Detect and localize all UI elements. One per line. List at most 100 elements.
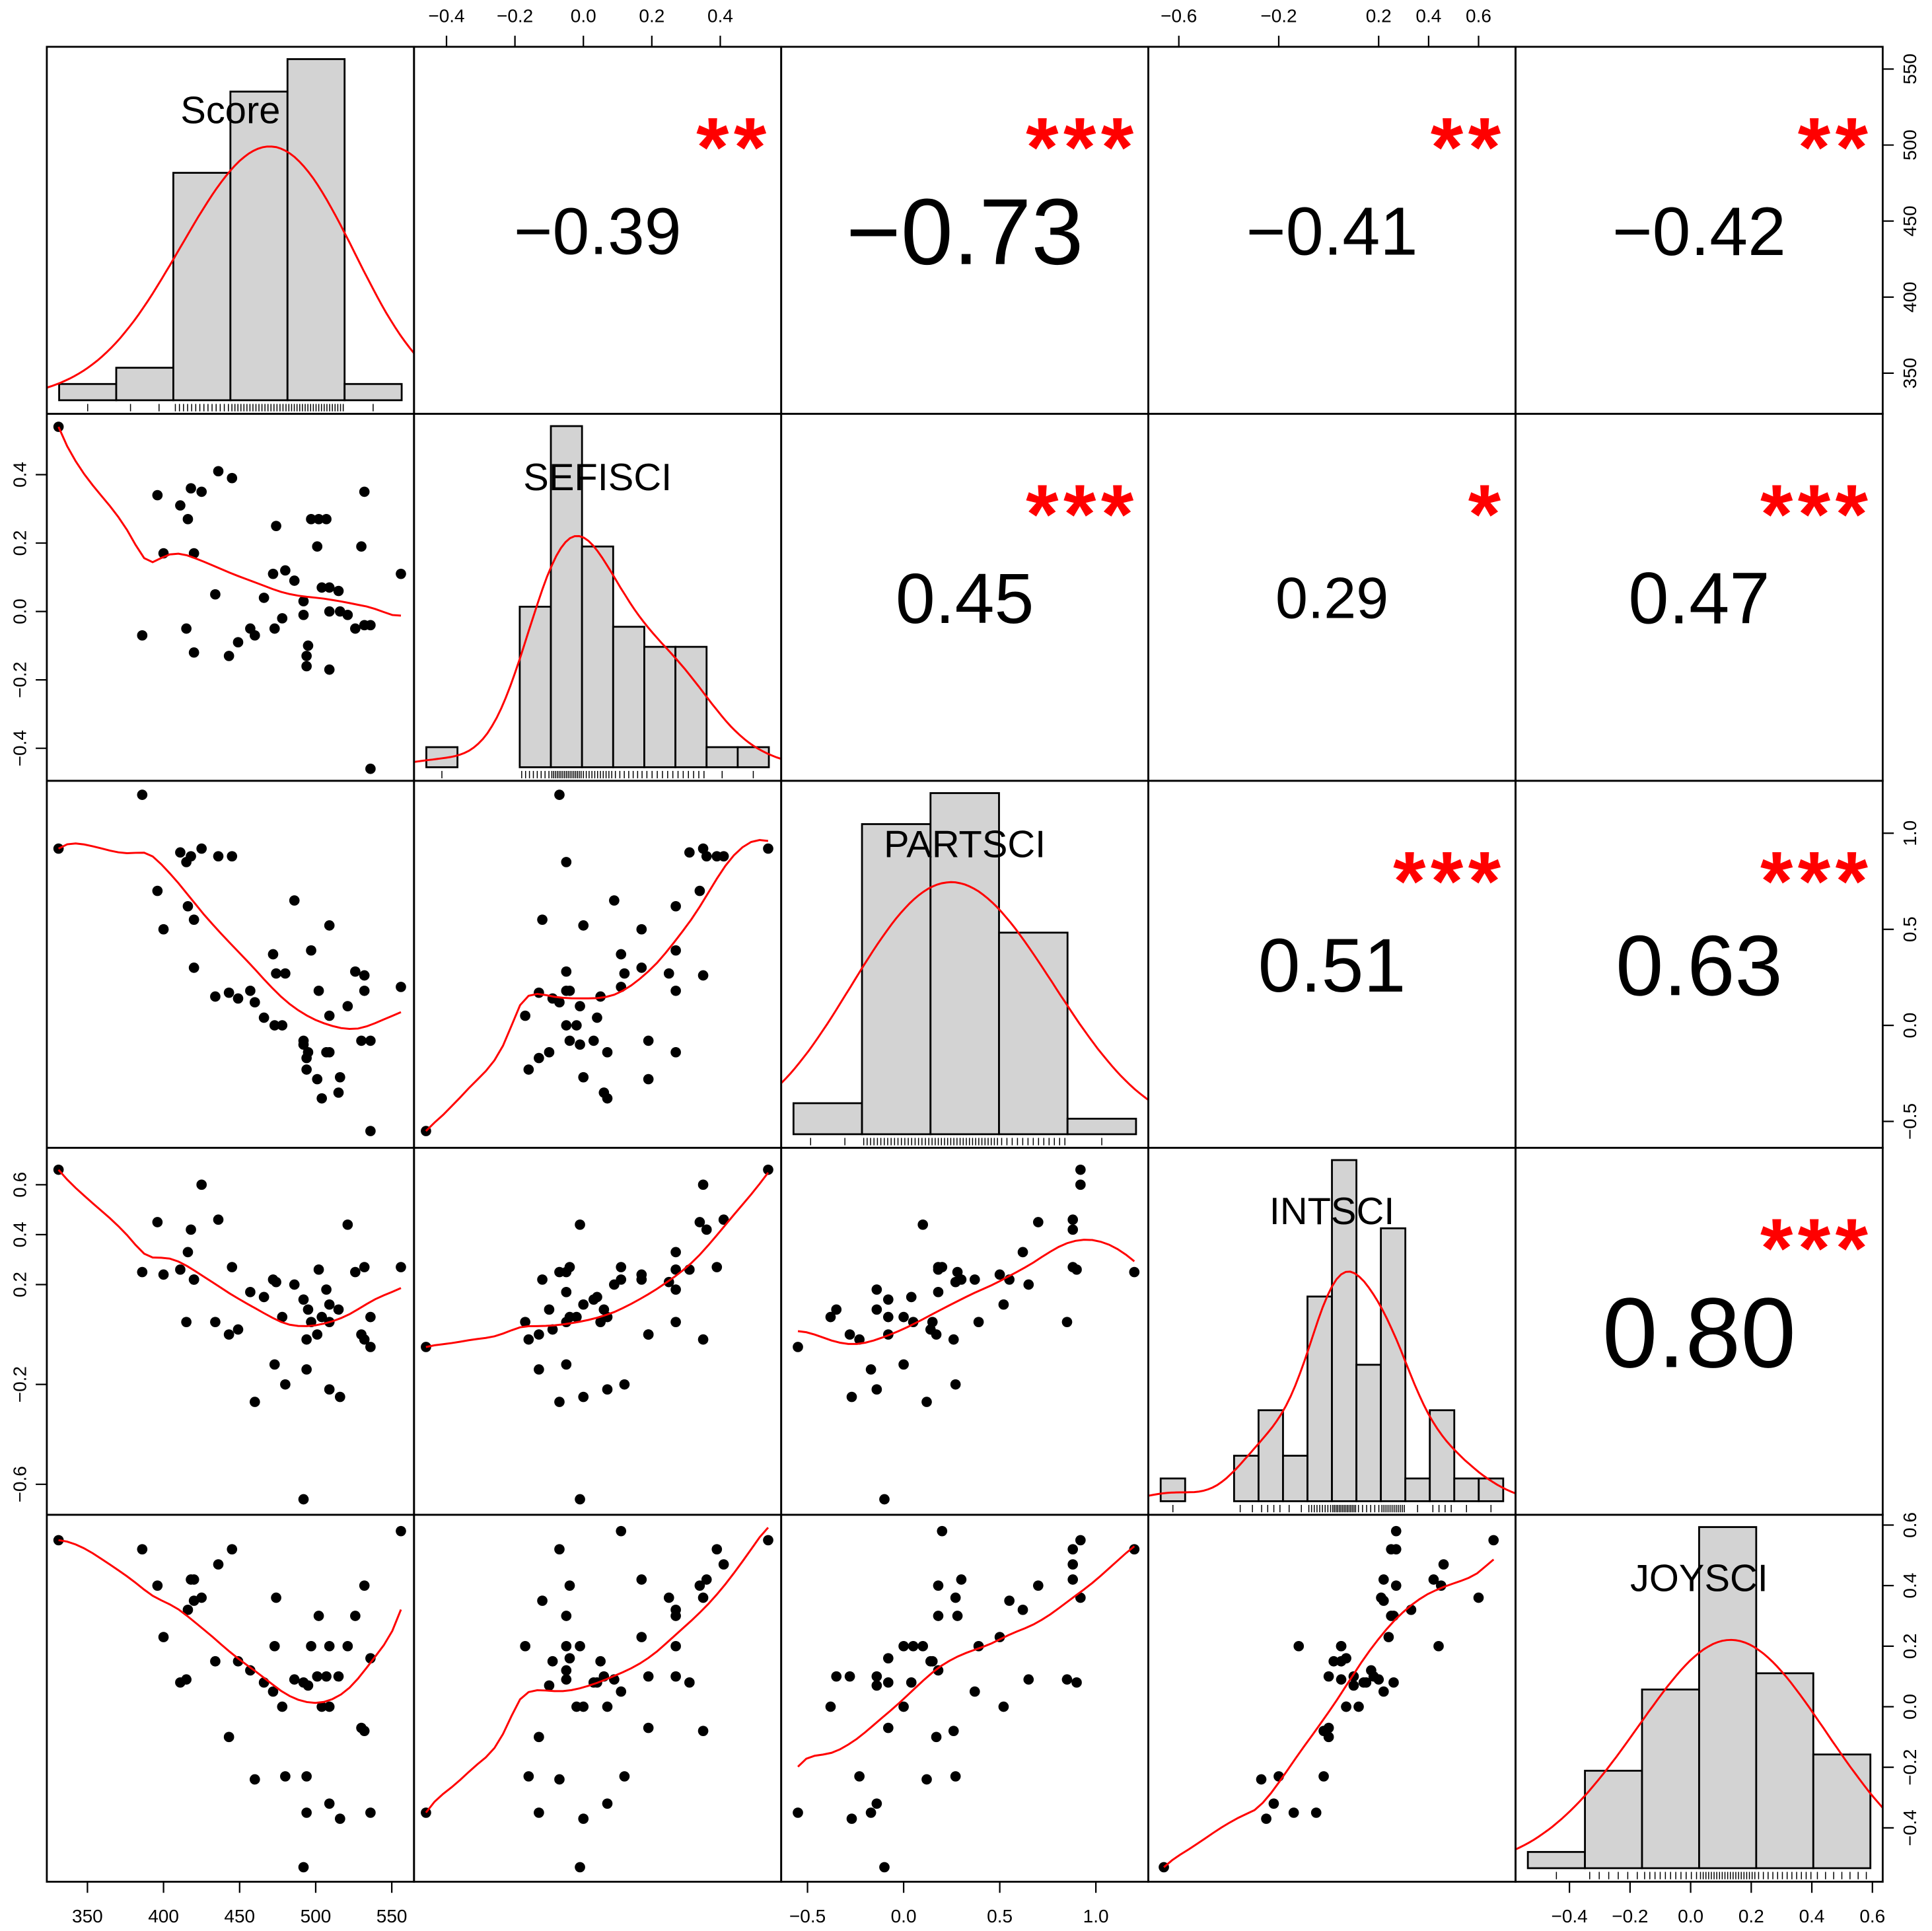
scatter-point [1428,1574,1439,1585]
scatter-point [158,924,169,935]
significance-stars: *** [1760,1201,1873,1295]
smooth-line [425,1172,769,1348]
scatter-point [879,1862,890,1873]
scatter-point [636,963,647,973]
scatter-point [210,991,221,1002]
axis-Score: 350 350 400 400 450 450 500 500 550 550 [72,54,1920,1926]
scatter-point [301,661,312,672]
scatter-point [825,1311,836,1323]
histogram-bar [1159,1477,1186,1502]
scatter-point [1341,1701,1351,1712]
smooth-line [425,1527,769,1813]
density-curve [780,881,1149,1101]
scatter-point [1293,1641,1305,1652]
scatter-point [564,985,575,996]
scatter-point [520,1317,530,1328]
scatter-point [350,1611,361,1621]
smooth-line [58,1539,402,1704]
panel-Score-INTSCI: −0.41** [1147,46,1517,415]
scatter-point [523,1064,534,1075]
histogram-bar [1641,1689,1700,1870]
significance-stars: *** [1760,834,1873,928]
scatter-point [1336,1641,1347,1652]
axis-SEFISCI: −0.4 −0.4 −0.2 −0.2 0.0 0.0 0.2 0.2 0.4 0.4 [10,6,733,767]
scatter-point [921,1397,932,1407]
significance-stars: * [1468,467,1506,561]
scatter-point [188,963,199,973]
scatter-point [301,651,312,661]
scatter-point [213,1214,224,1225]
scatter-point [1023,1279,1034,1290]
y-tick-label: 0.6 [10,1172,30,1198]
variable-name: SEFISCI [523,456,672,499]
axis-PARTSCI: −0.5 −0.5 0.0 0.0 0.5 0.5 1.0 1.0 [789,820,1920,1926]
panel-JOYSCI-JOYSCI: JOYSCI [1515,1513,1884,1883]
y-tick-label: 350 [1900,358,1920,389]
scatter-point [636,1632,647,1642]
scatter-point [268,1686,279,1697]
scatter-point [1032,1580,1044,1591]
scatter-point [359,970,370,981]
scatter-point [523,1334,534,1345]
scatter-point [312,1671,323,1682]
scatter-point [578,1072,589,1083]
panel-JOYSCI-INTSCI [1147,1513,1517,1883]
scatter-point [698,970,709,981]
x-tick-label: −0.2 [497,6,533,26]
scatter-point [882,1311,894,1323]
scatter-point [356,541,367,552]
scatter-point [227,472,238,484]
scatter-point [575,1494,585,1505]
scatter-point [1017,1605,1028,1615]
scatter-point [670,985,681,996]
scatter-point [561,1611,572,1621]
y-tick-label: 0.0 [1900,1013,1920,1038]
scatter-point [865,1364,877,1375]
scatter-point [268,949,279,960]
scatter-point [588,1035,599,1046]
scatter-point [1390,1525,1402,1537]
panel-JOYSCI-PARTSCI [780,1513,1149,1883]
scatter-point [711,851,723,862]
scatter-point [1348,1680,1359,1691]
scatter-point [249,1397,260,1407]
scatter-point [227,851,238,862]
scatter-point [1358,1677,1369,1688]
scatter-point [882,1294,894,1305]
scatter-point [188,1595,199,1606]
axis-INTSCI: −0.6 −0.6 −0.2 −0.2 0.2 0.2 0.4 0.4 0.6 0.6 [10,6,1491,1503]
scatter-point [333,1304,344,1315]
scatter-point [906,1677,917,1688]
panel-SEFISCI-INTSCI: 0.29 * [1147,412,1517,782]
scatter-point [1067,1262,1079,1272]
scatter-point [182,1605,194,1615]
scatter-point [908,1641,919,1652]
scatter-point [561,1020,572,1031]
significance-stars: *** [1026,100,1138,194]
scatter-point [882,1653,894,1664]
scatter-point [306,513,316,525]
scatter-point [602,1798,613,1809]
histogram-bar [229,91,289,402]
scatter-point [616,1686,627,1697]
scatter-point [636,1274,647,1285]
scatter-point [223,987,234,998]
scatter-point [578,1813,589,1824]
scatter-point [324,1010,335,1021]
scatter-point [643,1035,654,1046]
panel-border [413,1146,783,1516]
scatter-point [571,1020,582,1031]
scatter-point [561,1286,572,1297]
scatter-point [1261,1813,1271,1824]
scatter-point [245,1665,256,1676]
panel-SEFISCI-SEFISCI: SEFISCI [413,412,783,782]
scatter-point [306,1641,316,1652]
scatter-point [342,609,353,620]
histogram-bar [286,58,346,402]
scatter-point [313,985,324,996]
x-tick-label: 0.2 [1738,1906,1764,1926]
smooth-line [425,839,769,1132]
scatter-point [324,1384,335,1395]
scatter-point [694,885,705,896]
panel-PARTSCI-Score [46,780,415,1149]
